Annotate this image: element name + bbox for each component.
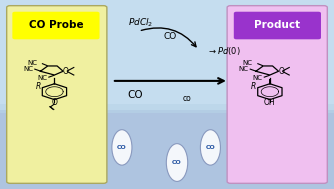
Text: CO: CO [205,145,215,150]
Text: CO: CO [172,160,182,165]
Text: NC: NC [37,75,47,81]
Text: R: R [35,82,41,91]
Text: co: co [183,94,191,103]
Text: CO Probe: CO Probe [29,20,84,30]
Text: NC: NC [23,66,33,72]
Bar [0,104,334,113]
Ellipse shape [112,130,132,165]
Text: CO: CO [164,32,177,41]
FancyBboxPatch shape [12,12,100,39]
Text: CO: CO [117,145,127,150]
Text: NC: NC [253,75,263,81]
Text: $\rightarrow$$Pd(0)$: $\rightarrow$$Pd(0)$ [207,45,241,57]
Text: NC: NC [238,66,248,72]
Text: CO: CO [128,91,143,100]
Text: O: O [278,67,284,76]
FancyBboxPatch shape [234,12,321,39]
Text: $PdCl_2$: $PdCl_2$ [128,16,153,29]
Bar [0,0,334,110]
FancyBboxPatch shape [227,6,327,183]
Text: Product: Product [254,20,300,30]
Text: R: R [251,82,256,91]
Text: NC: NC [242,60,253,66]
FancyBboxPatch shape [7,6,107,183]
Ellipse shape [200,130,220,165]
Text: O: O [51,98,57,107]
Ellipse shape [166,144,188,181]
Text: OH: OH [264,98,276,107]
Text: O: O [63,67,69,76]
Bar [0,110,334,189]
Text: NC: NC [27,60,37,66]
